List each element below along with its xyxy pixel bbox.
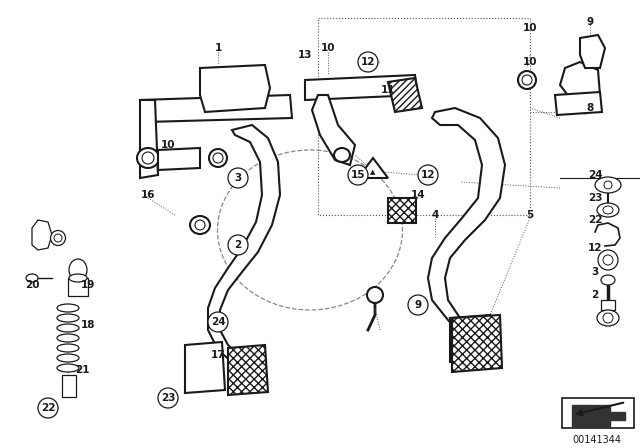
Polygon shape bbox=[228, 345, 268, 395]
Ellipse shape bbox=[51, 231, 65, 246]
Circle shape bbox=[408, 295, 428, 315]
Text: 2: 2 bbox=[591, 290, 598, 300]
Text: 12: 12 bbox=[361, 57, 375, 67]
Ellipse shape bbox=[57, 324, 79, 332]
Circle shape bbox=[358, 52, 378, 72]
Text: 2: 2 bbox=[234, 240, 242, 250]
Text: 9: 9 bbox=[586, 17, 593, 27]
Ellipse shape bbox=[597, 203, 619, 217]
Polygon shape bbox=[555, 92, 602, 115]
Polygon shape bbox=[452, 315, 502, 372]
Polygon shape bbox=[185, 342, 225, 393]
Ellipse shape bbox=[367, 287, 383, 303]
Ellipse shape bbox=[209, 149, 227, 167]
Polygon shape bbox=[428, 108, 505, 335]
Polygon shape bbox=[560, 62, 600, 102]
Text: 5: 5 bbox=[526, 210, 534, 220]
Ellipse shape bbox=[334, 148, 350, 162]
Ellipse shape bbox=[518, 71, 536, 89]
Ellipse shape bbox=[595, 177, 621, 193]
Polygon shape bbox=[450, 315, 492, 362]
Ellipse shape bbox=[604, 181, 612, 189]
Ellipse shape bbox=[603, 206, 613, 214]
Polygon shape bbox=[208, 125, 280, 362]
Ellipse shape bbox=[69, 259, 87, 281]
Ellipse shape bbox=[26, 274, 38, 282]
Polygon shape bbox=[158, 148, 200, 170]
Ellipse shape bbox=[69, 274, 87, 282]
Ellipse shape bbox=[57, 354, 79, 362]
Text: 00141344: 00141344 bbox=[573, 435, 621, 445]
Ellipse shape bbox=[57, 304, 79, 312]
Text: 12: 12 bbox=[420, 170, 435, 180]
Circle shape bbox=[228, 168, 248, 188]
Text: 12: 12 bbox=[588, 243, 602, 253]
Polygon shape bbox=[388, 78, 422, 112]
Text: 17: 17 bbox=[211, 350, 225, 360]
Text: 22: 22 bbox=[588, 215, 602, 225]
Text: 10: 10 bbox=[161, 140, 175, 150]
Text: 9: 9 bbox=[415, 300, 422, 310]
Ellipse shape bbox=[601, 275, 615, 285]
Ellipse shape bbox=[597, 310, 619, 326]
Text: 11: 11 bbox=[381, 85, 396, 95]
Ellipse shape bbox=[213, 153, 223, 163]
Text: 24: 24 bbox=[588, 170, 602, 180]
Text: 18: 18 bbox=[81, 320, 95, 330]
Ellipse shape bbox=[57, 314, 79, 322]
Text: 15: 15 bbox=[351, 170, 365, 180]
Bar bbox=[68, 278, 88, 296]
Text: 14: 14 bbox=[411, 190, 426, 200]
Bar bbox=[388, 198, 416, 223]
Polygon shape bbox=[32, 220, 52, 250]
Polygon shape bbox=[140, 95, 292, 122]
Polygon shape bbox=[312, 95, 355, 165]
Circle shape bbox=[228, 235, 248, 255]
Text: 24: 24 bbox=[211, 317, 225, 327]
Circle shape bbox=[418, 165, 438, 185]
Polygon shape bbox=[580, 35, 605, 68]
Circle shape bbox=[158, 388, 178, 408]
Ellipse shape bbox=[603, 255, 613, 265]
Polygon shape bbox=[305, 75, 418, 100]
Polygon shape bbox=[572, 405, 625, 427]
Circle shape bbox=[208, 312, 228, 332]
Text: 10: 10 bbox=[523, 57, 537, 67]
Text: 20: 20 bbox=[25, 280, 39, 290]
Text: 3: 3 bbox=[234, 173, 242, 183]
Text: 4: 4 bbox=[431, 210, 438, 220]
Ellipse shape bbox=[190, 216, 210, 234]
Ellipse shape bbox=[57, 364, 79, 372]
Text: 23: 23 bbox=[161, 393, 175, 403]
Ellipse shape bbox=[137, 148, 159, 168]
Text: 19: 19 bbox=[81, 280, 95, 290]
Text: 16: 16 bbox=[141, 190, 156, 200]
Polygon shape bbox=[200, 65, 270, 112]
Ellipse shape bbox=[522, 75, 532, 85]
Text: 10: 10 bbox=[321, 43, 335, 53]
Ellipse shape bbox=[54, 234, 62, 242]
Ellipse shape bbox=[57, 334, 79, 342]
Ellipse shape bbox=[195, 220, 205, 230]
Polygon shape bbox=[358, 158, 388, 178]
Ellipse shape bbox=[598, 250, 618, 270]
Text: 21: 21 bbox=[75, 365, 89, 375]
Text: 1: 1 bbox=[214, 43, 221, 53]
Polygon shape bbox=[140, 100, 158, 178]
Bar bbox=[62, 375, 76, 397]
Ellipse shape bbox=[603, 313, 613, 323]
Text: 22: 22 bbox=[41, 403, 55, 413]
Bar bbox=[601, 300, 615, 310]
Circle shape bbox=[38, 398, 58, 418]
Text: ▲: ▲ bbox=[371, 169, 376, 175]
Text: 13: 13 bbox=[298, 50, 312, 60]
Bar bbox=[562, 398, 634, 428]
Text: 3: 3 bbox=[591, 267, 598, 277]
Text: 10: 10 bbox=[523, 23, 537, 33]
Circle shape bbox=[348, 165, 368, 185]
Ellipse shape bbox=[57, 344, 79, 352]
Text: 8: 8 bbox=[586, 103, 594, 113]
Ellipse shape bbox=[142, 152, 154, 164]
Text: 23: 23 bbox=[588, 193, 602, 203]
